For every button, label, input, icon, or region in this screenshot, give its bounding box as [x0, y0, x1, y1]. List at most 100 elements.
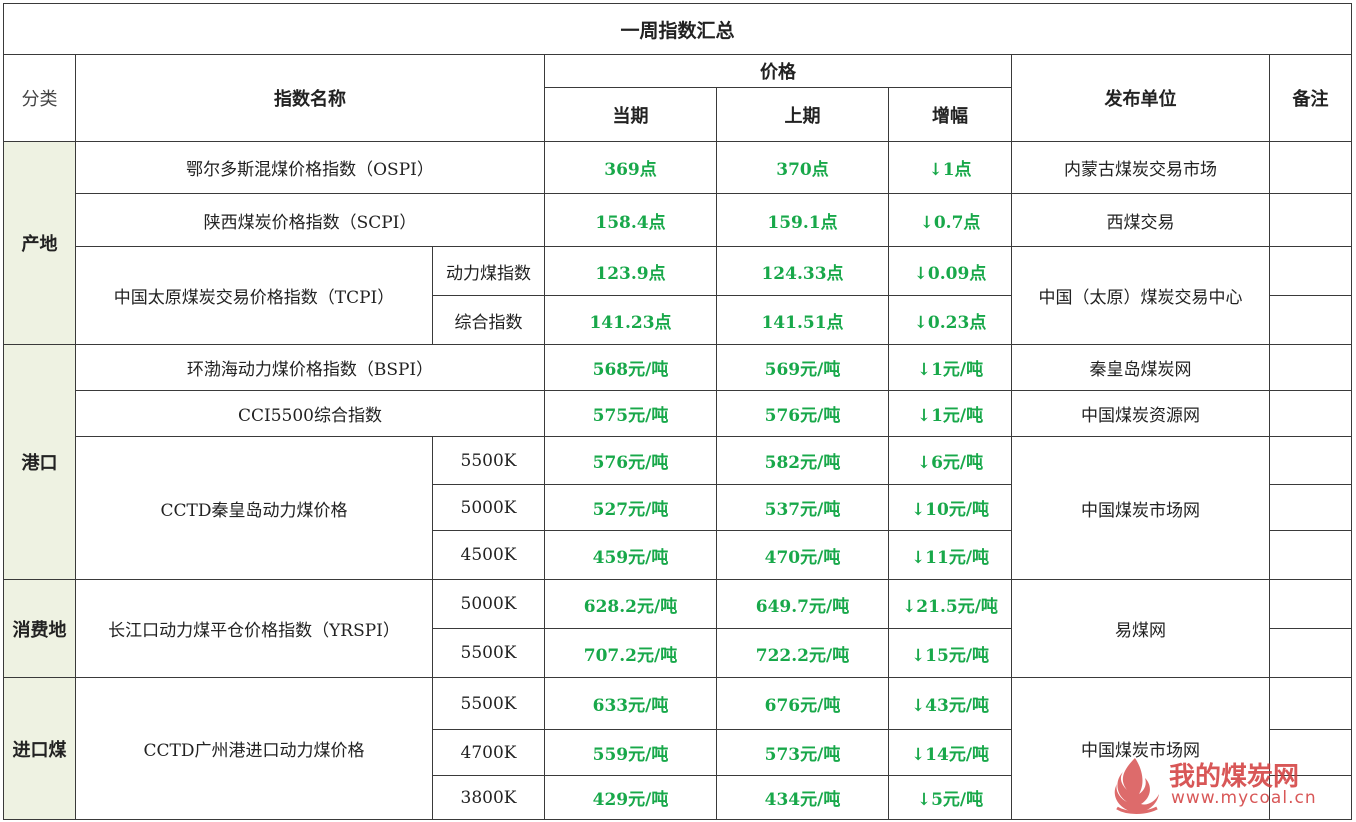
previous-value: 573元/吨: [716, 729, 889, 776]
current-value: 628.2元/吨: [544, 579, 717, 629]
index-name-cell: 鄂尔多斯混煤价格指数（OSPI）: [75, 141, 545, 194]
previous-value: 370点: [716, 141, 889, 194]
table-row: 陕西煤炭价格指数（SCPI） 158.4点 159.1点 ↓0.7点 西煤交易: [4, 193, 1352, 247]
previous-value: 434元/吨: [716, 775, 889, 820]
sub-index-label: 3800K: [432, 775, 545, 820]
watermark-url: www.mycoal.cn: [1171, 788, 1317, 808]
change-value: ↓11元/吨: [888, 530, 1012, 580]
remark-cell: [1269, 344, 1352, 391]
current-value: 576元/吨: [544, 436, 717, 485]
index-name-cell: 陕西煤炭价格指数（SCPI）: [75, 193, 545, 247]
remark-cell: [1269, 530, 1352, 580]
category-import: 进口煤: [3, 677, 76, 820]
change-value: ↓43元/吨: [888, 677, 1012, 730]
publisher-cell: 秦皇岛煤炭网: [1011, 344, 1270, 391]
sub-index-label: 综合指数: [432, 295, 545, 345]
table-title: 一周指数汇总: [3, 3, 1352, 55]
remark-cell: [1269, 390, 1352, 437]
change-value: ↓21.5元/吨: [888, 579, 1012, 629]
publisher-cell: 易煤网: [1011, 579, 1270, 678]
header-index-name: 指数名称: [75, 54, 545, 142]
table-row: 4500K 459元/吨 470元/吨 ↓11元/吨: [4, 530, 1352, 580]
previous-value: 576元/吨: [716, 390, 889, 437]
previous-value: 722.2元/吨: [716, 628, 889, 678]
current-value: 158.4点: [544, 193, 717, 247]
header-change: 增幅: [888, 87, 1012, 142]
index-name-cell: CCTD广州港进口动力煤价格: [75, 677, 433, 820]
previous-value: 582元/吨: [716, 436, 889, 485]
previous-value: 470元/吨: [716, 530, 889, 580]
change-value: ↓1元/吨: [888, 344, 1012, 391]
publisher-cell: 中国煤炭资源网: [1011, 390, 1270, 437]
previous-value: 141.51点: [716, 295, 889, 345]
header-current: 当期: [544, 87, 717, 142]
table-row: 4700K 559元/吨 573元/吨 ↓14元/吨: [4, 729, 1352, 776]
change-value: ↓1点: [888, 141, 1012, 194]
sub-index-label: 5000K: [432, 579, 545, 629]
category-consumption: 消费地: [3, 579, 76, 678]
table-row: 中国太原煤炭交易价格指数（TCPI） 动力煤指数 123.9点 124.33点 …: [4, 246, 1352, 345]
table-row: CCI5500综合指数 575元/吨 576元/吨 ↓1元/吨 中国煤炭资源网: [4, 390, 1352, 437]
remark-cell: [1269, 729, 1352, 776]
category-port: 港口: [3, 344, 76, 580]
current-value: 459元/吨: [544, 530, 717, 580]
table-row: 3800K 429元/吨 434元/吨 ↓5元/吨: [4, 775, 1352, 820]
publisher-cell: 中国（太原）煤炭交易中心: [1011, 246, 1270, 345]
watermark-site-name: 我的煤炭网: [1169, 762, 1300, 792]
current-value: 568元/吨: [544, 344, 717, 391]
current-value: 141.23点: [544, 295, 717, 345]
previous-value: 569元/吨: [716, 344, 889, 391]
remark-cell: [1269, 579, 1352, 629]
change-value: ↓0.7点: [888, 193, 1012, 247]
table-row: 港口 环渤海动力煤价格指数（BSPI） 568元/吨 569元/吨 ↓1元/吨 …: [3, 344, 1352, 580]
table-row: 产地 鄂尔多斯混煤价格指数（OSPI） 369点 370点 ↓1点 内蒙古煤炭交…: [3, 141, 1352, 345]
header-publisher: 发布单位: [1011, 54, 1270, 142]
change-value: ↓15元/吨: [888, 628, 1012, 678]
publisher-cell: 中国煤炭市场网: [1011, 436, 1270, 580]
previous-value: 159.1点: [716, 193, 889, 247]
table-row: 5000K 527元/吨 537元/吨 ↓10元/吨: [4, 484, 1352, 531]
publisher-cell: 内蒙古煤炭交易市场: [1011, 141, 1270, 194]
sub-index-label: 4500K: [432, 530, 545, 580]
current-value: 575元/吨: [544, 390, 717, 437]
sub-index-label: 动力煤指数: [432, 246, 545, 296]
remark-cell: [1269, 484, 1352, 531]
category-origin: 产地: [3, 141, 76, 345]
previous-value: 124.33点: [716, 246, 889, 296]
current-value: 707.2元/吨: [544, 628, 717, 678]
table-row: 进口煤 CCTD广州港进口动力煤价格 5500K 633元/吨 676元/吨 ↓…: [3, 677, 1352, 820]
current-value: 429元/吨: [544, 775, 717, 820]
publisher-cell: 中国煤炭市场网: [1011, 677, 1270, 820]
table-row: CCTD秦皇岛动力煤价格 5500K 576元/吨 582元/吨 ↓6元/吨 中…: [4, 436, 1352, 580]
index-name-cell: 中国太原煤炭交易价格指数（TCPI）: [75, 246, 433, 345]
header-previous: 上期: [716, 87, 889, 142]
remark-cell: [1269, 436, 1352, 485]
current-value: 123.9点: [544, 246, 717, 296]
change-value: ↓6元/吨: [888, 436, 1012, 485]
header-remark: 备注: [1269, 54, 1352, 142]
change-value: ↓0.23点: [888, 295, 1012, 345]
sub-index-label: 4700K: [432, 729, 545, 776]
sub-index-label: 5500K: [432, 436, 545, 485]
current-value: 527元/吨: [544, 484, 717, 531]
change-value: ↓10元/吨: [888, 484, 1012, 531]
current-value: 633元/吨: [544, 677, 717, 730]
change-value: ↓14元/吨: [888, 729, 1012, 776]
header-category: 分类: [3, 54, 76, 142]
remark-cell: [1269, 628, 1352, 678]
table-row: 综合指数 141.23点 141.51点 ↓0.23点: [4, 295, 1352, 345]
previous-value: 676元/吨: [716, 677, 889, 730]
remark-cell: [1269, 246, 1352, 296]
current-value: 369点: [544, 141, 717, 194]
remark-cell: [1269, 677, 1352, 730]
previous-value: 649.7元/吨: [716, 579, 889, 629]
index-name-cell: 环渤海动力煤价格指数（BSPI）: [75, 344, 545, 391]
change-value: ↓1元/吨: [888, 390, 1012, 437]
index-name-cell: CCI5500综合指数: [75, 390, 545, 437]
table-row: 5500K 707.2元/吨 722.2元/吨 ↓15元/吨: [4, 628, 1352, 678]
table-row: 消费地 长江口动力煤平仓价格指数（YRSPI） 5000K 628.2元/吨 6…: [3, 579, 1352, 678]
sub-index-label: 5000K: [432, 484, 545, 531]
flame-logo-icon: [1114, 758, 1159, 814]
remark-cell: [1269, 141, 1352, 194]
current-value: 559元/吨: [544, 729, 717, 776]
